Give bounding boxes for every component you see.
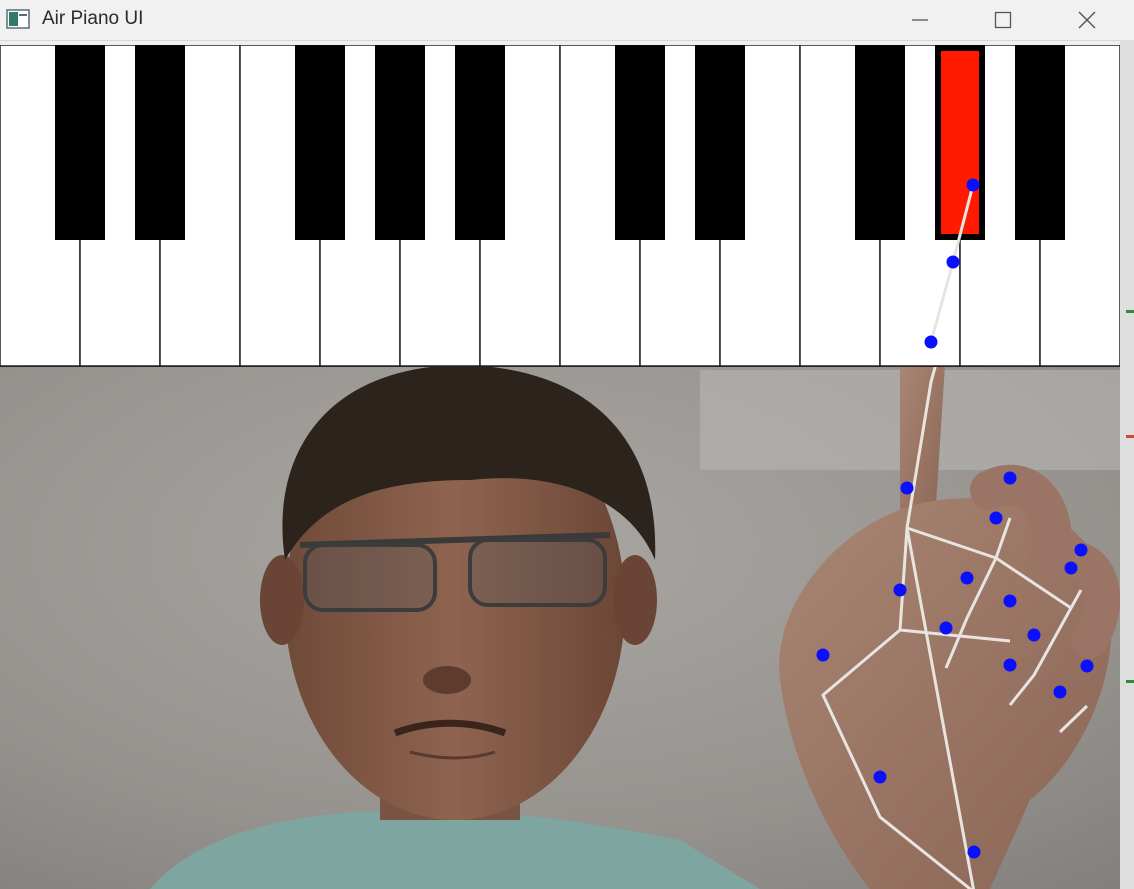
edge-marker — [1126, 435, 1134, 438]
camera-view — [0, 40, 1120, 889]
minimize-icon — [910, 10, 930, 30]
hand-landmark — [1081, 660, 1094, 673]
hand-landmark — [1075, 544, 1088, 557]
hand-landmark — [1065, 562, 1078, 575]
maximize-button[interactable] — [968, 0, 1038, 40]
hand-landmark — [1054, 686, 1067, 699]
window-edge-strip — [1120, 40, 1134, 889]
hand-landmark — [961, 572, 974, 585]
hand-landmark — [1004, 595, 1017, 608]
close-icon — [1077, 10, 1097, 30]
window-titlebar[interactable]: Air Piano UI — [0, 0, 1134, 41]
edge-marker — [1126, 310, 1134, 313]
minimize-button[interactable] — [885, 0, 955, 40]
hand-landmark — [1028, 629, 1041, 642]
edge-marker — [1126, 680, 1134, 683]
hand-landmark — [940, 622, 953, 635]
hand-landmark — [990, 512, 1003, 525]
maximize-icon — [993, 10, 1013, 30]
close-button[interactable] — [1052, 0, 1122, 40]
hand-landmark — [1004, 472, 1017, 485]
hand-landmark — [894, 584, 907, 597]
hand-landmark — [817, 649, 830, 662]
hand-landmark — [901, 482, 914, 495]
hand-landmark — [967, 179, 980, 192]
landmarks-overlay — [0, 40, 1120, 889]
hand-landmark — [947, 256, 960, 269]
hand-landmark — [874, 771, 887, 784]
hand-landmark — [968, 846, 981, 859]
app-icon — [6, 9, 30, 29]
window-title: Air Piano UI — [42, 8, 143, 30]
hand-landmark — [1004, 659, 1017, 672]
hand-landmark — [925, 336, 938, 349]
